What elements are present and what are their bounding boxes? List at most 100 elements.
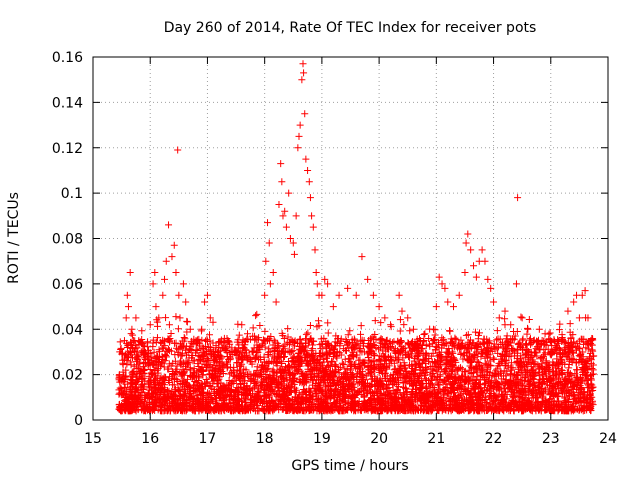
data-point	[172, 313, 180, 321]
data-point	[532, 349, 540, 357]
data-point	[262, 386, 270, 394]
data-point	[498, 339, 506, 347]
data-point	[253, 363, 261, 371]
data-point	[471, 354, 479, 362]
data-point	[494, 380, 502, 388]
data-point	[170, 339, 178, 347]
data-point	[270, 336, 278, 344]
data-point	[180, 337, 188, 345]
data-point	[422, 341, 430, 349]
data-point	[341, 346, 349, 354]
data-point	[429, 337, 437, 345]
data-point	[448, 385, 456, 393]
data-point	[254, 387, 262, 395]
data-point	[451, 343, 459, 351]
data-point	[267, 386, 275, 394]
data-point	[424, 394, 432, 402]
data-point	[253, 310, 261, 318]
data-point	[324, 329, 332, 337]
data-point	[477, 346, 485, 354]
data-point	[284, 325, 292, 333]
data-point	[372, 388, 380, 396]
data-point	[464, 331, 472, 339]
data-point	[443, 356, 451, 364]
data-point	[208, 384, 216, 392]
data-point	[219, 370, 227, 378]
data-point	[525, 316, 533, 324]
data-point	[154, 322, 162, 330]
data-point	[502, 372, 510, 380]
data-point	[216, 338, 224, 346]
data-point	[261, 327, 269, 335]
data-point	[311, 403, 319, 411]
data-point	[419, 380, 427, 388]
data-point	[268, 368, 276, 376]
data-point	[317, 345, 325, 353]
data-point	[554, 358, 562, 366]
data-point	[263, 366, 271, 374]
data-point	[417, 363, 425, 371]
data-point	[309, 381, 317, 389]
data-point	[429, 367, 437, 375]
data-point	[388, 339, 396, 347]
data-point	[541, 396, 549, 404]
data-point	[590, 352, 598, 360]
data-point	[159, 356, 167, 364]
data-point	[556, 377, 564, 385]
data-point	[355, 356, 363, 364]
data-point	[519, 358, 527, 366]
data-point	[364, 353, 372, 361]
data-point	[223, 335, 231, 343]
data-point	[421, 375, 429, 383]
data-point	[205, 367, 213, 375]
data-points	[115, 60, 598, 415]
data-point	[546, 329, 554, 337]
data-point	[249, 324, 257, 332]
data-point	[412, 366, 420, 374]
data-point	[544, 360, 552, 368]
data-point	[455, 364, 463, 372]
data-point	[259, 340, 267, 348]
data-point	[552, 371, 560, 379]
data-point	[396, 316, 404, 324]
data-point	[421, 364, 429, 372]
data-point	[502, 388, 510, 396]
data-point	[289, 347, 297, 355]
data-point	[501, 315, 509, 323]
data-point	[284, 333, 292, 341]
data-point	[264, 373, 272, 381]
data-point	[162, 352, 170, 360]
data-point	[476, 329, 484, 337]
data-point	[377, 319, 385, 327]
data-point	[271, 346, 279, 354]
data-point	[165, 345, 173, 353]
data-point	[339, 361, 347, 369]
data-point	[511, 391, 519, 399]
data-point	[554, 345, 562, 353]
data-point	[171, 385, 179, 393]
data-point	[406, 327, 414, 335]
data-point	[311, 372, 319, 380]
data-point	[534, 361, 542, 369]
data-point	[129, 331, 137, 339]
data-point	[228, 350, 236, 358]
data-point	[175, 387, 183, 395]
data-point	[579, 348, 587, 356]
data-point	[346, 327, 354, 335]
data-point	[420, 331, 428, 339]
data-point	[274, 339, 282, 347]
data-point	[138, 327, 146, 335]
data-point	[391, 345, 399, 353]
data-point	[400, 359, 408, 367]
data-point	[279, 384, 287, 392]
data-point	[378, 369, 386, 377]
data-point	[189, 341, 197, 349]
data-point	[428, 375, 436, 383]
data-point	[572, 359, 580, 367]
data-point	[517, 313, 525, 321]
data-point	[264, 382, 272, 390]
data-point	[586, 354, 594, 362]
data-point	[274, 387, 282, 395]
data-point	[336, 340, 344, 348]
